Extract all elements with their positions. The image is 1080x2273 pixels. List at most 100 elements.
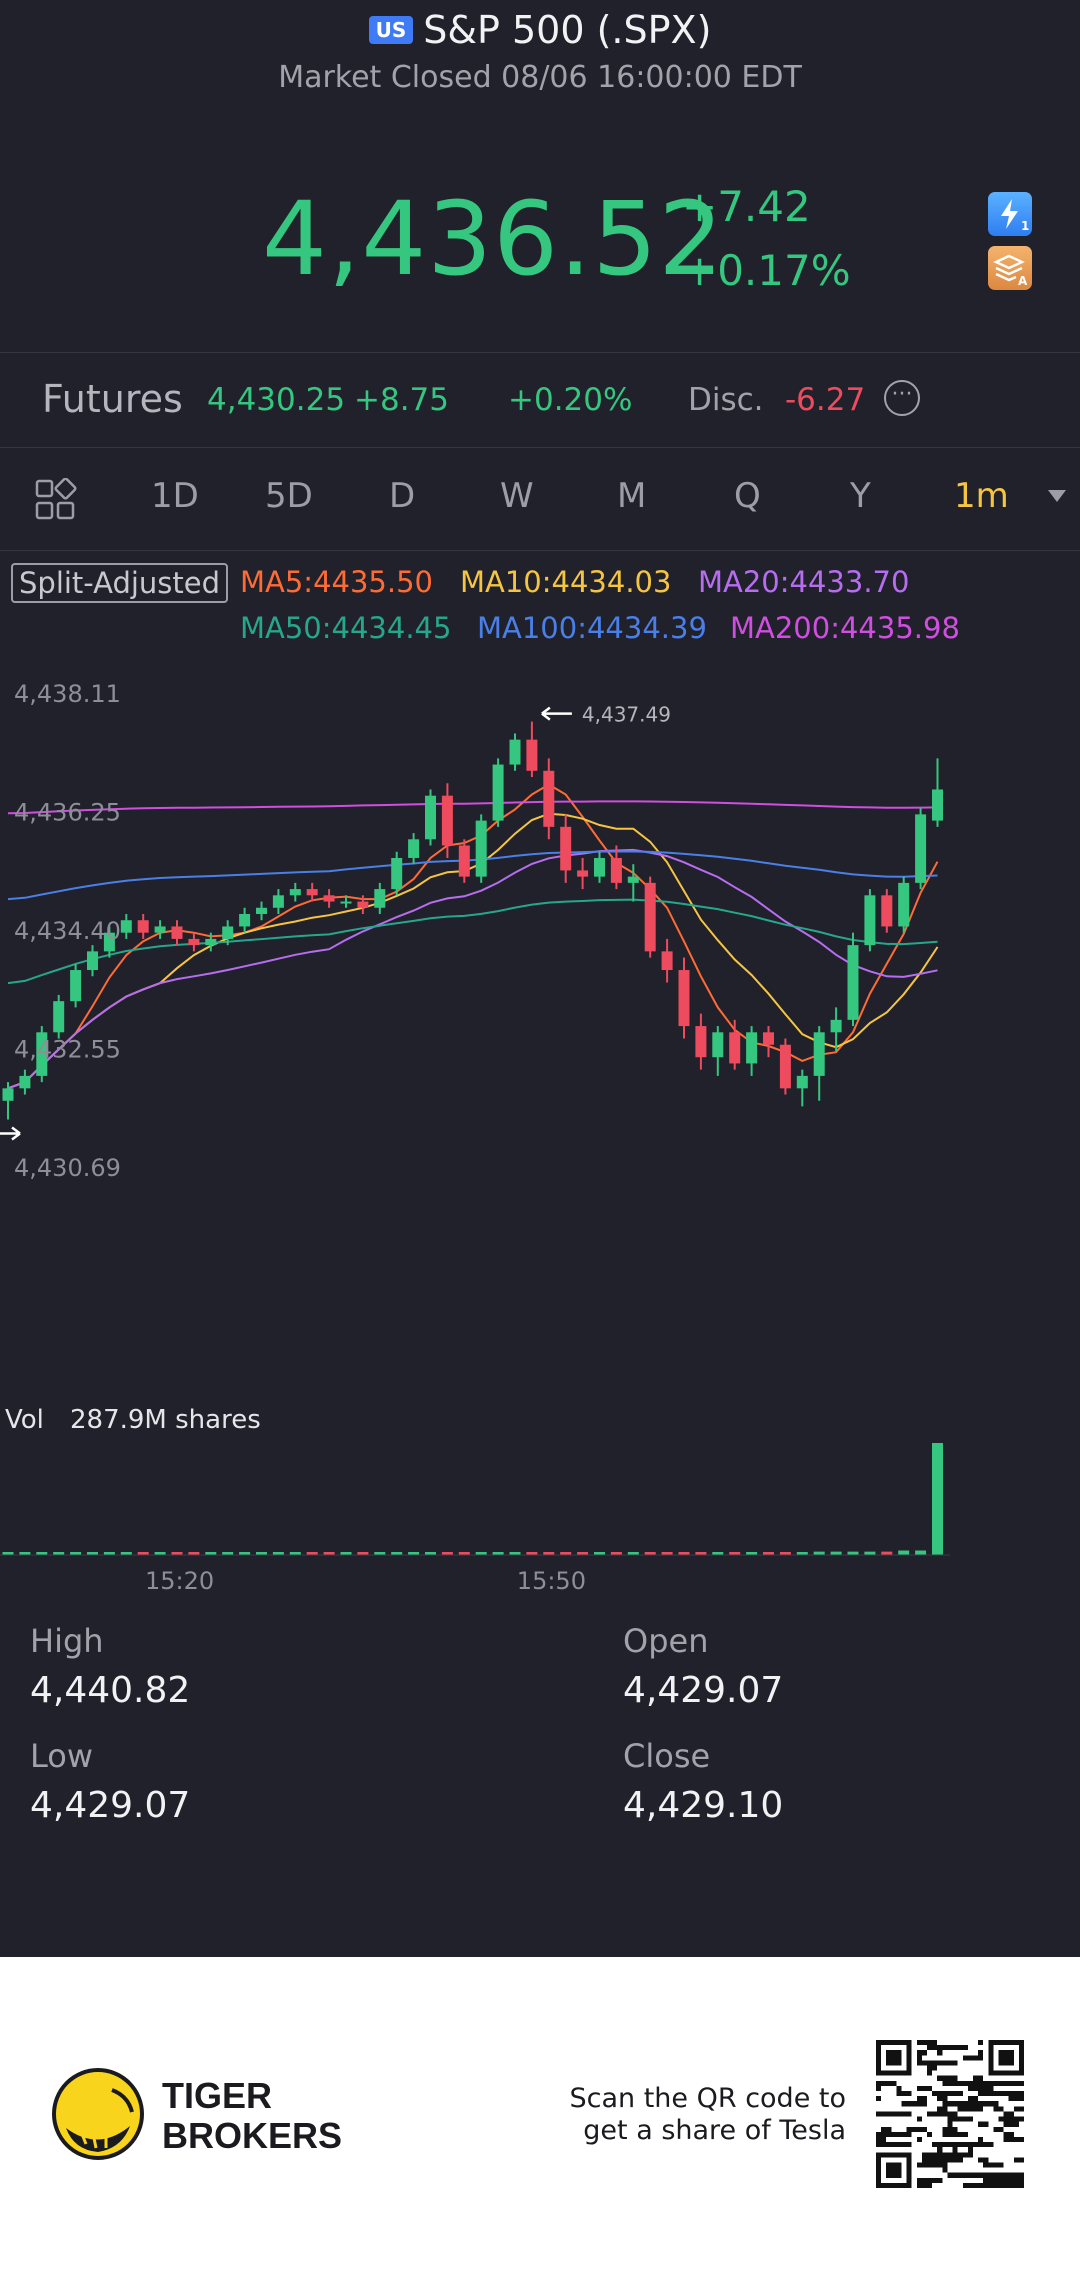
volume-bar: [188, 1552, 200, 1555]
candle: [678, 957, 690, 1039]
volume-bar: [272, 1552, 284, 1555]
candlestick-chart[interactable]: 4,438.11 4,436.25 4,434.40 4,432.55 4,430.69…: [0, 655, 1080, 1605]
y-axis-tick-label: 4,438.11: [14, 680, 121, 708]
tab-w[interactable]: W: [500, 476, 534, 516]
price-change-percent: +0.17%: [682, 246, 851, 295]
candle: [898, 876, 910, 933]
candle: [763, 1026, 774, 1058]
candle: [712, 1026, 724, 1076]
volume-bar: [577, 1552, 589, 1555]
volume-bar: [830, 1551, 842, 1555]
last-price: 4,436.52: [262, 180, 725, 299]
high-label: High: [30, 1622, 104, 1660]
volume-bar: [408, 1552, 420, 1555]
tab-1m[interactable]: 1m: [954, 476, 1009, 516]
candle: [779, 1038, 791, 1095]
ma100-line: [7, 850, 938, 901]
candle: [205, 932, 217, 952]
tab-1d[interactable]: 1D: [151, 476, 199, 516]
volume-bar: [120, 1552, 132, 1555]
ellipsis-icon[interactable]: ···: [884, 380, 920, 416]
candle: [509, 733, 521, 771]
candle: [306, 882, 318, 902]
volume-bar: [712, 1552, 724, 1555]
candle: [830, 1007, 842, 1051]
volume-bar: [779, 1552, 791, 1555]
layout-grid-icon[interactable]: [34, 478, 78, 522]
volume-bar: [19, 1552, 31, 1555]
volume-bar: [763, 1552, 774, 1555]
candle: [391, 851, 403, 896]
candle: [19, 1069, 31, 1095]
candle: [729, 1019, 741, 1070]
split-adjusted-toggle[interactable]: Split-Adjusted: [11, 563, 229, 603]
candle: [627, 864, 639, 902]
candle: [357, 895, 369, 914]
volume-bar: [932, 1443, 943, 1555]
volume-value: 287.9M shares: [70, 1405, 261, 1435]
candle: [374, 882, 386, 914]
high-marker-arrow-icon: [541, 706, 572, 721]
tab-m[interactable]: M: [617, 476, 647, 516]
svg-text:1: 1: [1021, 219, 1029, 233]
futures-change: +8.75: [354, 382, 449, 418]
chevron-down-icon[interactable]: [1048, 490, 1066, 502]
volume-bar: [915, 1550, 927, 1555]
ma50-label: MA50:4434.45: [240, 611, 452, 645]
candle: [289, 882, 301, 902]
volume-bar: [205, 1552, 217, 1555]
tab-y[interactable]: Y: [850, 476, 871, 516]
volume-bar: [881, 1551, 893, 1555]
candle: [458, 839, 470, 883]
volume-bar: [289, 1552, 301, 1555]
high-value: 4,440.82: [30, 1670, 191, 1711]
low-value: 4,429.07: [30, 1785, 191, 1826]
discount-label: Disc.: [688, 382, 764, 418]
close-label: Close: [623, 1737, 711, 1775]
volume-bar: [644, 1552, 656, 1555]
candle: [103, 926, 115, 958]
ma20-label: MA20:4433.70: [698, 565, 910, 599]
candle: [543, 758, 555, 840]
candle: [526, 721, 538, 778]
y-axis-tick-label: 4,436.25: [14, 799, 121, 827]
high-marker-label: 4,437.49: [582, 703, 671, 727]
market-status: Market Closed 08/06 16:00:00 EDT: [278, 60, 802, 95]
volume-bar: [53, 1552, 65, 1555]
brand-name-line1: TIGER: [162, 2075, 273, 2116]
candle: [272, 889, 284, 914]
y-axis-tick-label: 4,432.55: [14, 1036, 121, 1064]
candle: [864, 889, 876, 952]
open-value: 4,429.07: [623, 1670, 784, 1711]
volume-bar: [813, 1551, 825, 1555]
layers-button[interactable]: A: [988, 246, 1032, 290]
qr-code[interactable]: [876, 2040, 1024, 2188]
x-axis-tick-label: 15:50: [517, 1567, 586, 1595]
volume-bar: [36, 1552, 48, 1555]
candle: [70, 963, 82, 1008]
tab-5d[interactable]: 5D: [265, 476, 313, 516]
volume-bar: [543, 1552, 555, 1555]
tab-q[interactable]: Q: [734, 476, 761, 516]
volume-bar: [627, 1552, 639, 1555]
ma5-label: MA5:4435.50: [240, 565, 434, 599]
candle: [796, 1069, 808, 1107]
promo-text-line1: Scan the QR code to: [569, 2083, 846, 2114]
candle: [644, 876, 656, 958]
candle: [188, 932, 200, 952]
candle: [408, 833, 420, 865]
volume-bar: [391, 1552, 403, 1555]
discount-value: -6.27: [785, 382, 866, 418]
volume-bar: [70, 1552, 82, 1555]
volume-bar: [492, 1552, 504, 1555]
candle: [813, 1026, 825, 1101]
volume-bar: [560, 1552, 572, 1555]
flash-trade-button[interactable]: 1: [988, 192, 1032, 236]
tab-d[interactable]: D: [389, 476, 416, 516]
candle: [560, 814, 572, 883]
candle: [915, 808, 927, 890]
volume-bar: [661, 1552, 673, 1555]
volume-bar: [847, 1551, 859, 1555]
promo-text-line2: get a share of Tesla: [583, 2115, 846, 2146]
candle: [239, 907, 251, 933]
